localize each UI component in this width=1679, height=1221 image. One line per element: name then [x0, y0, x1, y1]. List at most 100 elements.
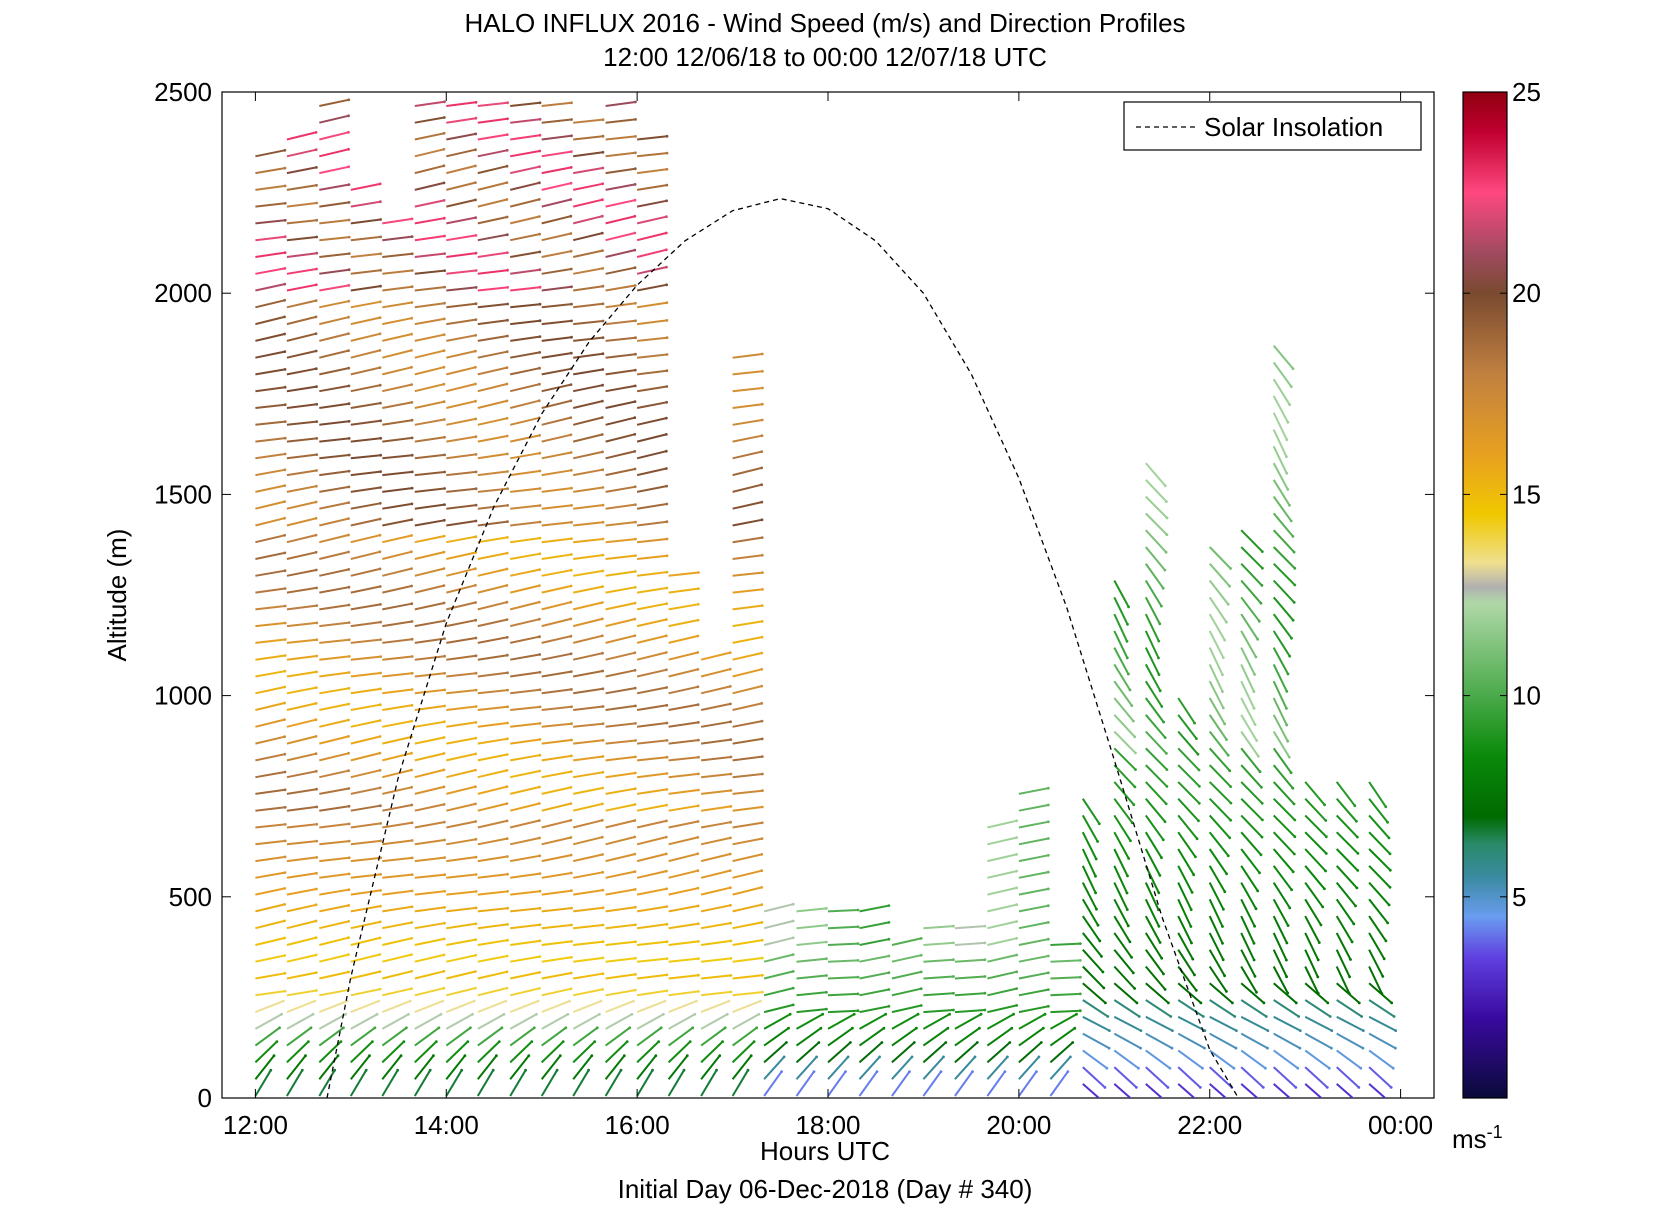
- wind-barb-head: [570, 101, 573, 105]
- wind-barb: [636, 571, 668, 577]
- wind-barb: [510, 722, 541, 728]
- wind-barb-head: [315, 166, 318, 169]
- wind-barb: [1018, 921, 1049, 930]
- wind-barb: [477, 873, 508, 879]
- wind-barb-head: [347, 856, 351, 860]
- wind-barb: [1145, 1083, 1164, 1098]
- wind-barb: [1208, 865, 1226, 893]
- wind-barb: [573, 285, 604, 292]
- wind-barb-head: [570, 504, 573, 507]
- wind-barb-head: [570, 520, 573, 524]
- wind-barb-head: [601, 853, 604, 856]
- wind-barb: [668, 603, 699, 611]
- wind-barb: [732, 720, 763, 728]
- wind-barb-head: [538, 302, 542, 306]
- wind-barb-head: [347, 485, 351, 489]
- wind-barb-head: [443, 453, 446, 457]
- wind-barb: [763, 1041, 788, 1064]
- wind-barb: [1082, 1083, 1101, 1098]
- wind-barb: [732, 869, 762, 879]
- wind-barb-head: [1262, 1102, 1265, 1105]
- wind-barb: [350, 402, 381, 409]
- wind-barb-head: [315, 251, 319, 255]
- wind-barb: [573, 585, 603, 594]
- wind-barb: [446, 970, 476, 980]
- wind-barb-head: [315, 469, 318, 472]
- wind-barb: [732, 853, 763, 863]
- wind-barb-head: [1157, 656, 1160, 660]
- x-tick-label: 14:00: [414, 1110, 479, 1140]
- wind-barb: [1240, 1083, 1259, 1098]
- wind-barb-head: [1126, 924, 1130, 928]
- wind-barb-head: [665, 739, 669, 742]
- wind-barb-head: [538, 469, 542, 473]
- wind-barb-head: [314, 769, 318, 773]
- wind-barb-head: [379, 655, 383, 658]
- wind-barb-head: [379, 252, 383, 256]
- wind-barb: [350, 752, 381, 762]
- wind-barb: [605, 450, 636, 460]
- wind-barb-head: [347, 98, 351, 102]
- wind-barb: [414, 1040, 437, 1064]
- wind-barb-head: [410, 252, 414, 256]
- wind-barb-head: [1130, 704, 1134, 707]
- wind-barb: [318, 1040, 342, 1064]
- wind-barb-head: [315, 686, 318, 689]
- wind-barb: [319, 671, 350, 678]
- wind-barb: [318, 1013, 347, 1030]
- wind-barb: [1368, 1032, 1396, 1049]
- wind-barb: [1368, 966, 1383, 995]
- wind-barb-head: [633, 167, 637, 171]
- wind-barb-head: [569, 584, 573, 588]
- wind-barb: [1050, 959, 1081, 963]
- wind-barb-head: [633, 198, 637, 202]
- wind-barb: [255, 368, 286, 376]
- wind-barb-head: [1165, 533, 1169, 537]
- wind-barb: [572, 232, 603, 242]
- wind-barb: [572, 198, 603, 208]
- wind-barb-head: [311, 1012, 315, 1016]
- wind-barb-head: [474, 269, 478, 272]
- wind-barb: [572, 601, 603, 611]
- wind-barb-head: [1226, 854, 1230, 858]
- wind-barb-head: [442, 116, 446, 119]
- wind-barb: [573, 755, 604, 762]
- wind-barb: [541, 956, 572, 963]
- wind-barb: [636, 301, 667, 309]
- wind-barb-head: [537, 399, 541, 403]
- wind-barb: [1050, 942, 1081, 946]
- wind-barb-head: [506, 653, 509, 657]
- wind-barb-head: [1078, 992, 1082, 996]
- wind-barb: [1336, 982, 1360, 1004]
- wind-barb-head: [1226, 753, 1230, 757]
- wind-barb-head: [443, 688, 446, 692]
- wind-barb-head: [315, 183, 318, 187]
- wind-barb-head: [314, 903, 318, 907]
- wind-barb: [1049, 1027, 1076, 1047]
- wind-barb-head: [1165, 516, 1169, 520]
- wind-barb: [446, 752, 476, 762]
- wind-barb-head: [761, 772, 764, 776]
- wind-barb-head: [601, 336, 605, 339]
- wind-barb-head: [569, 652, 573, 656]
- wind-barb: [1208, 613, 1226, 641]
- wind-barb-head: [760, 402, 764, 406]
- wind-barb: [477, 568, 508, 577]
- wind-barb-head: [633, 803, 637, 806]
- wind-barb: [541, 770, 572, 779]
- wind-barb: [541, 134, 572, 141]
- wind-barb: [382, 735, 412, 745]
- wind-barb: [572, 1000, 602, 1014]
- wind-barb: [255, 806, 286, 812]
- wind-barb-head: [1355, 886, 1359, 890]
- wind-barb-head: [399, 1054, 403, 1058]
- wind-barb-head: [791, 919, 795, 923]
- wind-barb: [446, 334, 476, 342]
- wind-barb-head: [1392, 1015, 1396, 1018]
- wind-barb: [700, 922, 731, 930]
- wind-barb-head: [1286, 420, 1290, 424]
- wind-barb: [573, 368, 603, 376]
- wind-barb: [319, 822, 350, 829]
- wind-barb: [1144, 865, 1160, 894]
- wind-barb: [859, 938, 890, 946]
